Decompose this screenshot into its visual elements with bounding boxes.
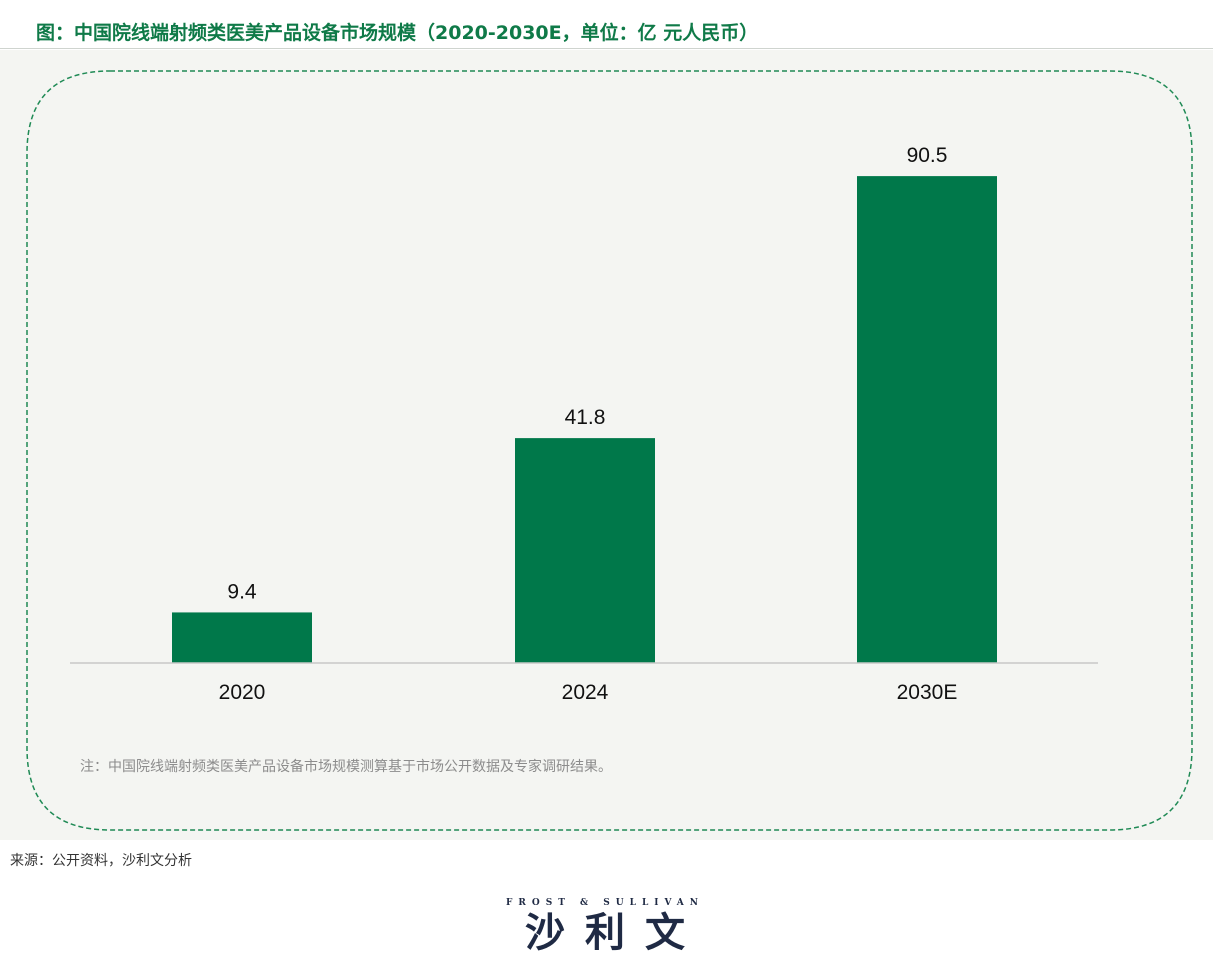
- logo-english-text: FROST & SULLIVAN: [505, 898, 704, 908]
- title-divider: [0, 48, 1213, 49]
- chart-title: 图：中国院线端射频类医美产品设备市场规模（2020-2030E，单位：亿 元人民…: [36, 22, 759, 44]
- frost-sullivan-logo: FROST & SULLIVAN 沙利文: [430, 898, 780, 956]
- data-label-2024: 41.8: [565, 406, 606, 429]
- data-label-2020: 9.4: [227, 580, 257, 603]
- x-tick-label-2024: 2024: [562, 681, 609, 704]
- logo-chinese-text: 沙利文: [525, 910, 705, 956]
- bar-2024: [515, 438, 655, 663]
- bar-2030E: [857, 176, 997, 664]
- x-tick-label-2020: 2020: [219, 681, 266, 704]
- source-text: 来源：公开资料，沙利文分析: [10, 853, 192, 869]
- data-label-2030E: 90.5: [907, 144, 948, 167]
- chart-note: 注：中国院线端射频类医美产品设备市场规模测算基于市场公开数据及专家调研结果。: [80, 759, 612, 775]
- bar-2020: [172, 612, 312, 663]
- dashed-frame: [26, 70, 1193, 831]
- x-tick-label-2030E: 2030E: [897, 681, 958, 704]
- bars-layer: 9.4 2020 41.8 2024 90.5 2030E: [172, 144, 997, 704]
